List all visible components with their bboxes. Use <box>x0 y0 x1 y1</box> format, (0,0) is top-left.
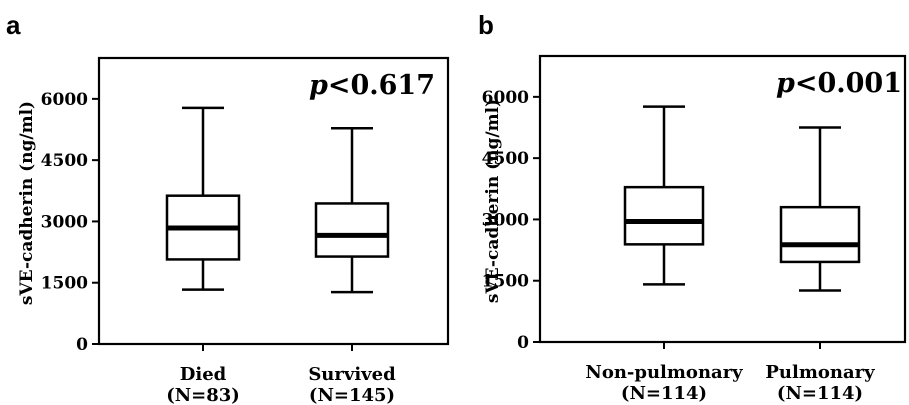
category-label: Pulmonary <box>765 362 875 383</box>
y-tick-label: 6000 <box>41 90 88 110</box>
y-tick-label: 0 <box>76 335 88 355</box>
box-non-pulmonary: Non-pulmonary(N=114) <box>585 105 743 404</box>
category-label: Non-pulmonary <box>585 362 743 383</box>
y-tick-label: 0 <box>517 333 529 353</box>
panel-letter: a <box>6 10 21 40</box>
box-survived: Survived(N=145) <box>308 127 396 405</box>
box-pulmonary: Pulmonary(N=114) <box>765 126 875 404</box>
iqr-box <box>314 202 390 258</box>
p-value-annotation: p<0.617 <box>309 70 435 101</box>
iqr-box <box>623 185 705 246</box>
y-tick-label: 3000 <box>41 212 88 232</box>
box-died: Died(N=83) <box>165 106 241 405</box>
plot-frame <box>97 56 450 346</box>
y-tick-label: 4500 <box>482 149 529 169</box>
category-n-label: (N=114) <box>777 383 863 404</box>
y-tick-label: 3000 <box>482 210 529 230</box>
category-label: Died <box>180 364 227 385</box>
p-symbol: p <box>776 68 795 99</box>
plot-frame <box>538 54 907 344</box>
p-value-annotation: p<0.001 <box>776 68 902 99</box>
panel-letter: b <box>478 10 494 40</box>
y-tick-label: 4500 <box>41 151 88 171</box>
category-label: Survived <box>308 364 396 385</box>
y-axis-label: sVE-cadherin (ng/ml) <box>17 101 37 305</box>
y-tick-label: 6000 <box>482 88 529 108</box>
iqr-box <box>779 205 861 264</box>
category-n-label: (N=114) <box>621 383 707 404</box>
p-value-text: <0.617 <box>328 70 435 101</box>
category-n-label: (N=145) <box>309 385 395 405</box>
y-tick-label: 1500 <box>41 274 88 294</box>
y-axis-label: sVE-cadherin (ng/ml) <box>483 99 503 303</box>
p-value-text: <0.001 <box>795 68 902 99</box>
category-n-label: (N=83) <box>166 385 240 405</box>
p-symbol: p <box>309 70 328 101</box>
y-tick-label: 1500 <box>482 272 529 292</box>
